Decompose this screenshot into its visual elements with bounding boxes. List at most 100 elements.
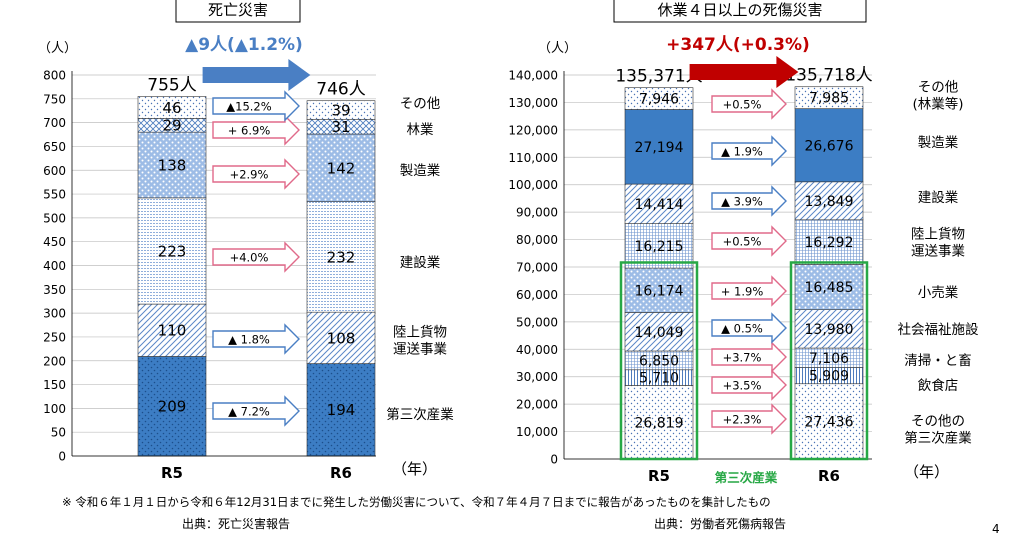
- injury-chart-value-label: 13,980: [805, 322, 854, 338]
- injury-chart-legend-label: 飲食店: [918, 377, 959, 394]
- injury-chart-bar-R5-6: [624, 183, 694, 224]
- fatal-chart-ytick-label: 150: [43, 378, 66, 392]
- injury-chart-bar-R5-7: [624, 109, 694, 185]
- injury-chart-value-label: 7,985: [809, 91, 849, 107]
- injury-chart-series-change-label: ▲ 3.9%: [721, 195, 763, 209]
- injury-chart-ytick-label: 110,000: [508, 151, 558, 165]
- injury-chart-series-change-arrow: [711, 369, 787, 401]
- injury-chart-category-label: R6: [818, 467, 840, 485]
- fatal-chart-bar-R6-0: [306, 363, 376, 457]
- injury-chart-bar-R6-3: [794, 309, 864, 349]
- fatal-chart-series-change-arrow: [212, 323, 300, 355]
- injury-chart-value-label: 16,174: [635, 283, 684, 299]
- fatal-chart-series-change-arrow: [212, 241, 300, 273]
- injury-chart-value-label: 6,850: [639, 353, 679, 369]
- fatal-chart-ytick-label: 800: [43, 69, 66, 83]
- fatal-chart-title-box: [175, 0, 301, 23]
- injury-chart-value-label: 7,946: [639, 92, 679, 108]
- injury-chart-subtitle: +347人(+0.3%): [666, 35, 810, 55]
- fatal-chart-subtitle: ▲9人(▲1.2%): [185, 35, 303, 55]
- fatal-chart-ytick-label: 500: [43, 211, 66, 225]
- injury-chart-legend-label: その他: [918, 80, 959, 96]
- injury-chart-value-label: 16,292: [805, 235, 854, 251]
- injury-chart-value-label: 16,485: [805, 280, 854, 296]
- injury-chart-series-change-arrow: [711, 185, 787, 217]
- injury-chart-series-change-label: ▲ 1.9%: [721, 145, 763, 159]
- injury-chart-title: 休業４日以上の死傷災害: [657, 1, 822, 19]
- injury-chart-bar-R5-0: [624, 385, 694, 460]
- fatal-chart-ylabel: （人）: [38, 41, 77, 56]
- injury-chart-legend-label: その他の: [911, 414, 965, 430]
- injury-chart-value-label: 27,436: [805, 414, 854, 430]
- injury-chart-value-label: 14,049: [635, 325, 684, 341]
- injury-chart-category-label: R5: [648, 467, 670, 485]
- fatal-chart-value-label: 46: [162, 99, 181, 117]
- fatal-chart-value-label: 110: [158, 322, 187, 340]
- tertiary-group-label: 第三次産業: [715, 470, 778, 485]
- fatal-chart-ytick-label: 50: [51, 426, 66, 440]
- fatal-chart-ytick-label: 0: [58, 450, 66, 464]
- fatal-chart-category-label: R6: [330, 464, 352, 482]
- injury-chart-change-arrow: [689, 56, 799, 88]
- injury-chart-ytick-label: 0: [550, 453, 558, 467]
- injury-chart-ytick-label: 100,000: [508, 178, 558, 192]
- fatal-chart-ytick-label: 650: [43, 140, 66, 154]
- injury-chart-title-box: [613, 0, 867, 23]
- fatal-chart-series-change-arrow: [212, 90, 300, 122]
- tertiary-group-frame: [619, 261, 699, 461]
- fatal-chart-bar-R5-5: [137, 96, 207, 119]
- fatal-chart-legend-label: その他: [400, 96, 441, 112]
- fatal-chart-value-label: 223: [158, 242, 187, 260]
- fatal-chart-value-label: 209: [158, 398, 187, 416]
- fatal-chart-value-label: 108: [327, 329, 356, 347]
- fatal-chart-ytick-label: 250: [43, 330, 66, 344]
- injury-chart-value-label: 13,849: [805, 194, 854, 210]
- fatal-chart-change-arrow: [202, 59, 311, 91]
- injury-chart-ytick-label: 30,000: [516, 370, 558, 384]
- injury-chart-legend-label: (林業等): [912, 96, 963, 113]
- injury-chart-value-label: 16,215: [635, 239, 684, 255]
- fatal-chart-legend-label: 建設業: [400, 255, 441, 271]
- injury-chart-value-label: 26,819: [635, 415, 684, 431]
- injury-chart-ytick-label: 130,000: [508, 96, 558, 110]
- fatal-chart-legend-label: 林業: [407, 122, 434, 138]
- fatal-chart-ytick-label: 550: [43, 188, 66, 202]
- fatal-chart-legend-label: 第三次産業: [386, 406, 454, 423]
- fatal-chart-ytick-label: 200: [43, 354, 66, 368]
- injury-chart-value-label: 27,194: [635, 140, 684, 156]
- injury-chart-ytick-label: 70,000: [516, 261, 558, 275]
- fatal-chart-value-label: 142: [327, 159, 356, 177]
- fatal-chart-bar-R6-3: [306, 133, 376, 202]
- injury-chart-ytick-label: 50,000: [516, 315, 558, 329]
- injury-chart-bar-R5-5: [624, 223, 694, 269]
- fatal-chart-bar-R6-2: [306, 201, 376, 313]
- injury-chart-ytick-label: 120,000: [508, 123, 558, 137]
- injury-chart-bar-R5-8: [624, 87, 694, 110]
- fatal-chart-total-label: 746人: [316, 80, 365, 100]
- fatal-chart: 死亡災害 ▲9人(▲1.2%) （人） 0 50 100 150 200 250 300 350 40…: [38, 0, 437, 482]
- injury-chart-ylabel: （人）: [538, 41, 577, 56]
- fatal-chart-value-label: 31: [331, 118, 350, 136]
- injury-chart-legend-label: 社会福祉施設: [898, 322, 979, 338]
- fatal-chart-bar-R5-3: [137, 131, 207, 199]
- fatal-chart-title: 死亡災害: [208, 1, 268, 19]
- injury-chart-value-label: 14,414: [635, 197, 684, 213]
- injury-chart-legend-label: 運送事業: [911, 244, 965, 260]
- injury-chart-series-change-label: + 1.9%: [721, 285, 764, 299]
- injury-chart-bar-R6-8: [794, 86, 864, 109]
- source-right: 出典：労働者死傷病報告: [654, 517, 787, 531]
- injury-chart-legend-label: 製造業: [918, 135, 959, 151]
- injury-chart-series-change-arrow: [711, 312, 787, 344]
- fatal-chart-legend-label: 運送事業: [393, 342, 447, 358]
- injury-chart-series-change-label: +0.5%: [723, 98, 762, 112]
- fatal-chart-value-label: 29: [162, 117, 181, 135]
- tertiary-group-frame: [789, 261, 869, 461]
- injury-chart-ytick-label: 90,000: [516, 206, 558, 220]
- fatal-chart-series-change-arrow: [212, 158, 300, 190]
- fatal-chart-value-label: 232: [327, 248, 356, 266]
- injury-chart-total-label: 135,371人: [615, 67, 702, 87]
- injury-chart-value-label: 26,676: [805, 138, 854, 154]
- injury-chart-series-change-arrow: [711, 88, 787, 120]
- injury-chart-legend-label: 小売業: [918, 285, 959, 301]
